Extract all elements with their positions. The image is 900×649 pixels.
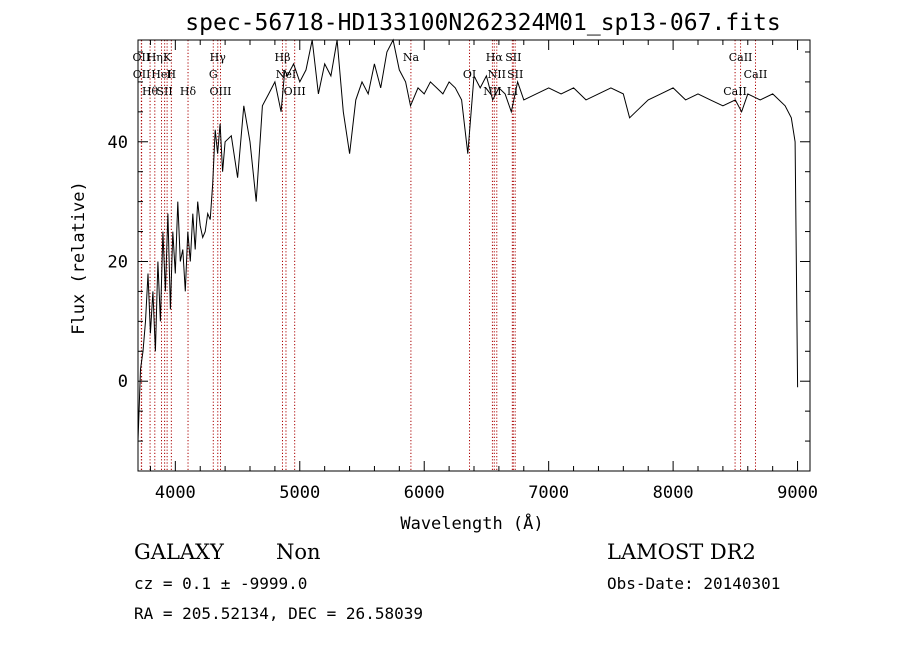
object-subclass: Non xyxy=(276,540,321,564)
line-label-16: OI xyxy=(463,68,476,81)
observation-date: Obs-Date: 20140301 xyxy=(607,574,780,593)
x-tick-label: 9000 xyxy=(777,483,818,503)
redshift-cz: cz = 0.1 ± -9999.0 xyxy=(134,574,307,593)
x-tick-label: 4000 xyxy=(155,483,196,503)
line-label-2: Hθ xyxy=(142,85,159,98)
x-tick-label: 5000 xyxy=(279,483,320,503)
line-label-3: Hη xyxy=(147,51,163,64)
line-label-22: SII xyxy=(507,68,523,81)
object-class: GALAXY xyxy=(134,540,225,564)
plot-title: spec-56718-HD133100N262324M01_sp13-067.f… xyxy=(185,10,780,36)
line-label-24: CaII xyxy=(729,51,753,64)
line-label-17: NII xyxy=(483,85,501,98)
line-label-1: OII xyxy=(133,68,151,81)
line-label-20: Li xyxy=(507,85,518,98)
y-tick-label: 20 xyxy=(108,252,128,272)
line-label-8: Hδ xyxy=(180,85,197,98)
spectrum-series xyxy=(137,38,799,442)
line-label-0: OII xyxy=(133,51,151,64)
line-label-6: K xyxy=(163,51,172,64)
y-axis-label: Flux (relative) xyxy=(69,181,89,335)
line-label-12: Hβ xyxy=(275,51,291,64)
line-label-25: CaII xyxy=(744,68,768,81)
x-axis-label: Wavelength (Å) xyxy=(400,512,543,534)
y-tick-label: 40 xyxy=(108,133,128,153)
line-label-5: SII xyxy=(157,85,173,98)
x-tick-label: 7000 xyxy=(528,483,569,503)
line-label-15: Na xyxy=(403,51,420,64)
line-label-13: NeI xyxy=(276,68,296,81)
line-label-4: HeI xyxy=(151,68,171,81)
line-label-14: OIII xyxy=(284,85,306,98)
line-label-11: OIII xyxy=(209,85,231,98)
line-label-9: Hγ xyxy=(210,51,227,64)
y-tick-label: 0 xyxy=(118,372,128,392)
line-label-23: CaII xyxy=(723,85,747,98)
line-label-7: H xyxy=(167,68,177,81)
line-label-18: Hα xyxy=(486,51,504,64)
x-tick-label: 6000 xyxy=(404,483,445,503)
plot-frame xyxy=(137,39,811,472)
axis-ticks: 4000 5000 6000 7000 8000 9000 0 20 40 xyxy=(108,40,818,503)
line-label-10: G xyxy=(209,68,218,81)
line-markers xyxy=(140,40,756,471)
line-label-21: SII xyxy=(505,51,521,64)
ra-dec: RA = 205.52134, DEC = 26.58039 xyxy=(134,604,423,623)
x-tick-label: 8000 xyxy=(653,483,694,503)
survey-name: LAMOST DR2 xyxy=(607,540,756,564)
line-label-19: NII xyxy=(488,68,506,81)
